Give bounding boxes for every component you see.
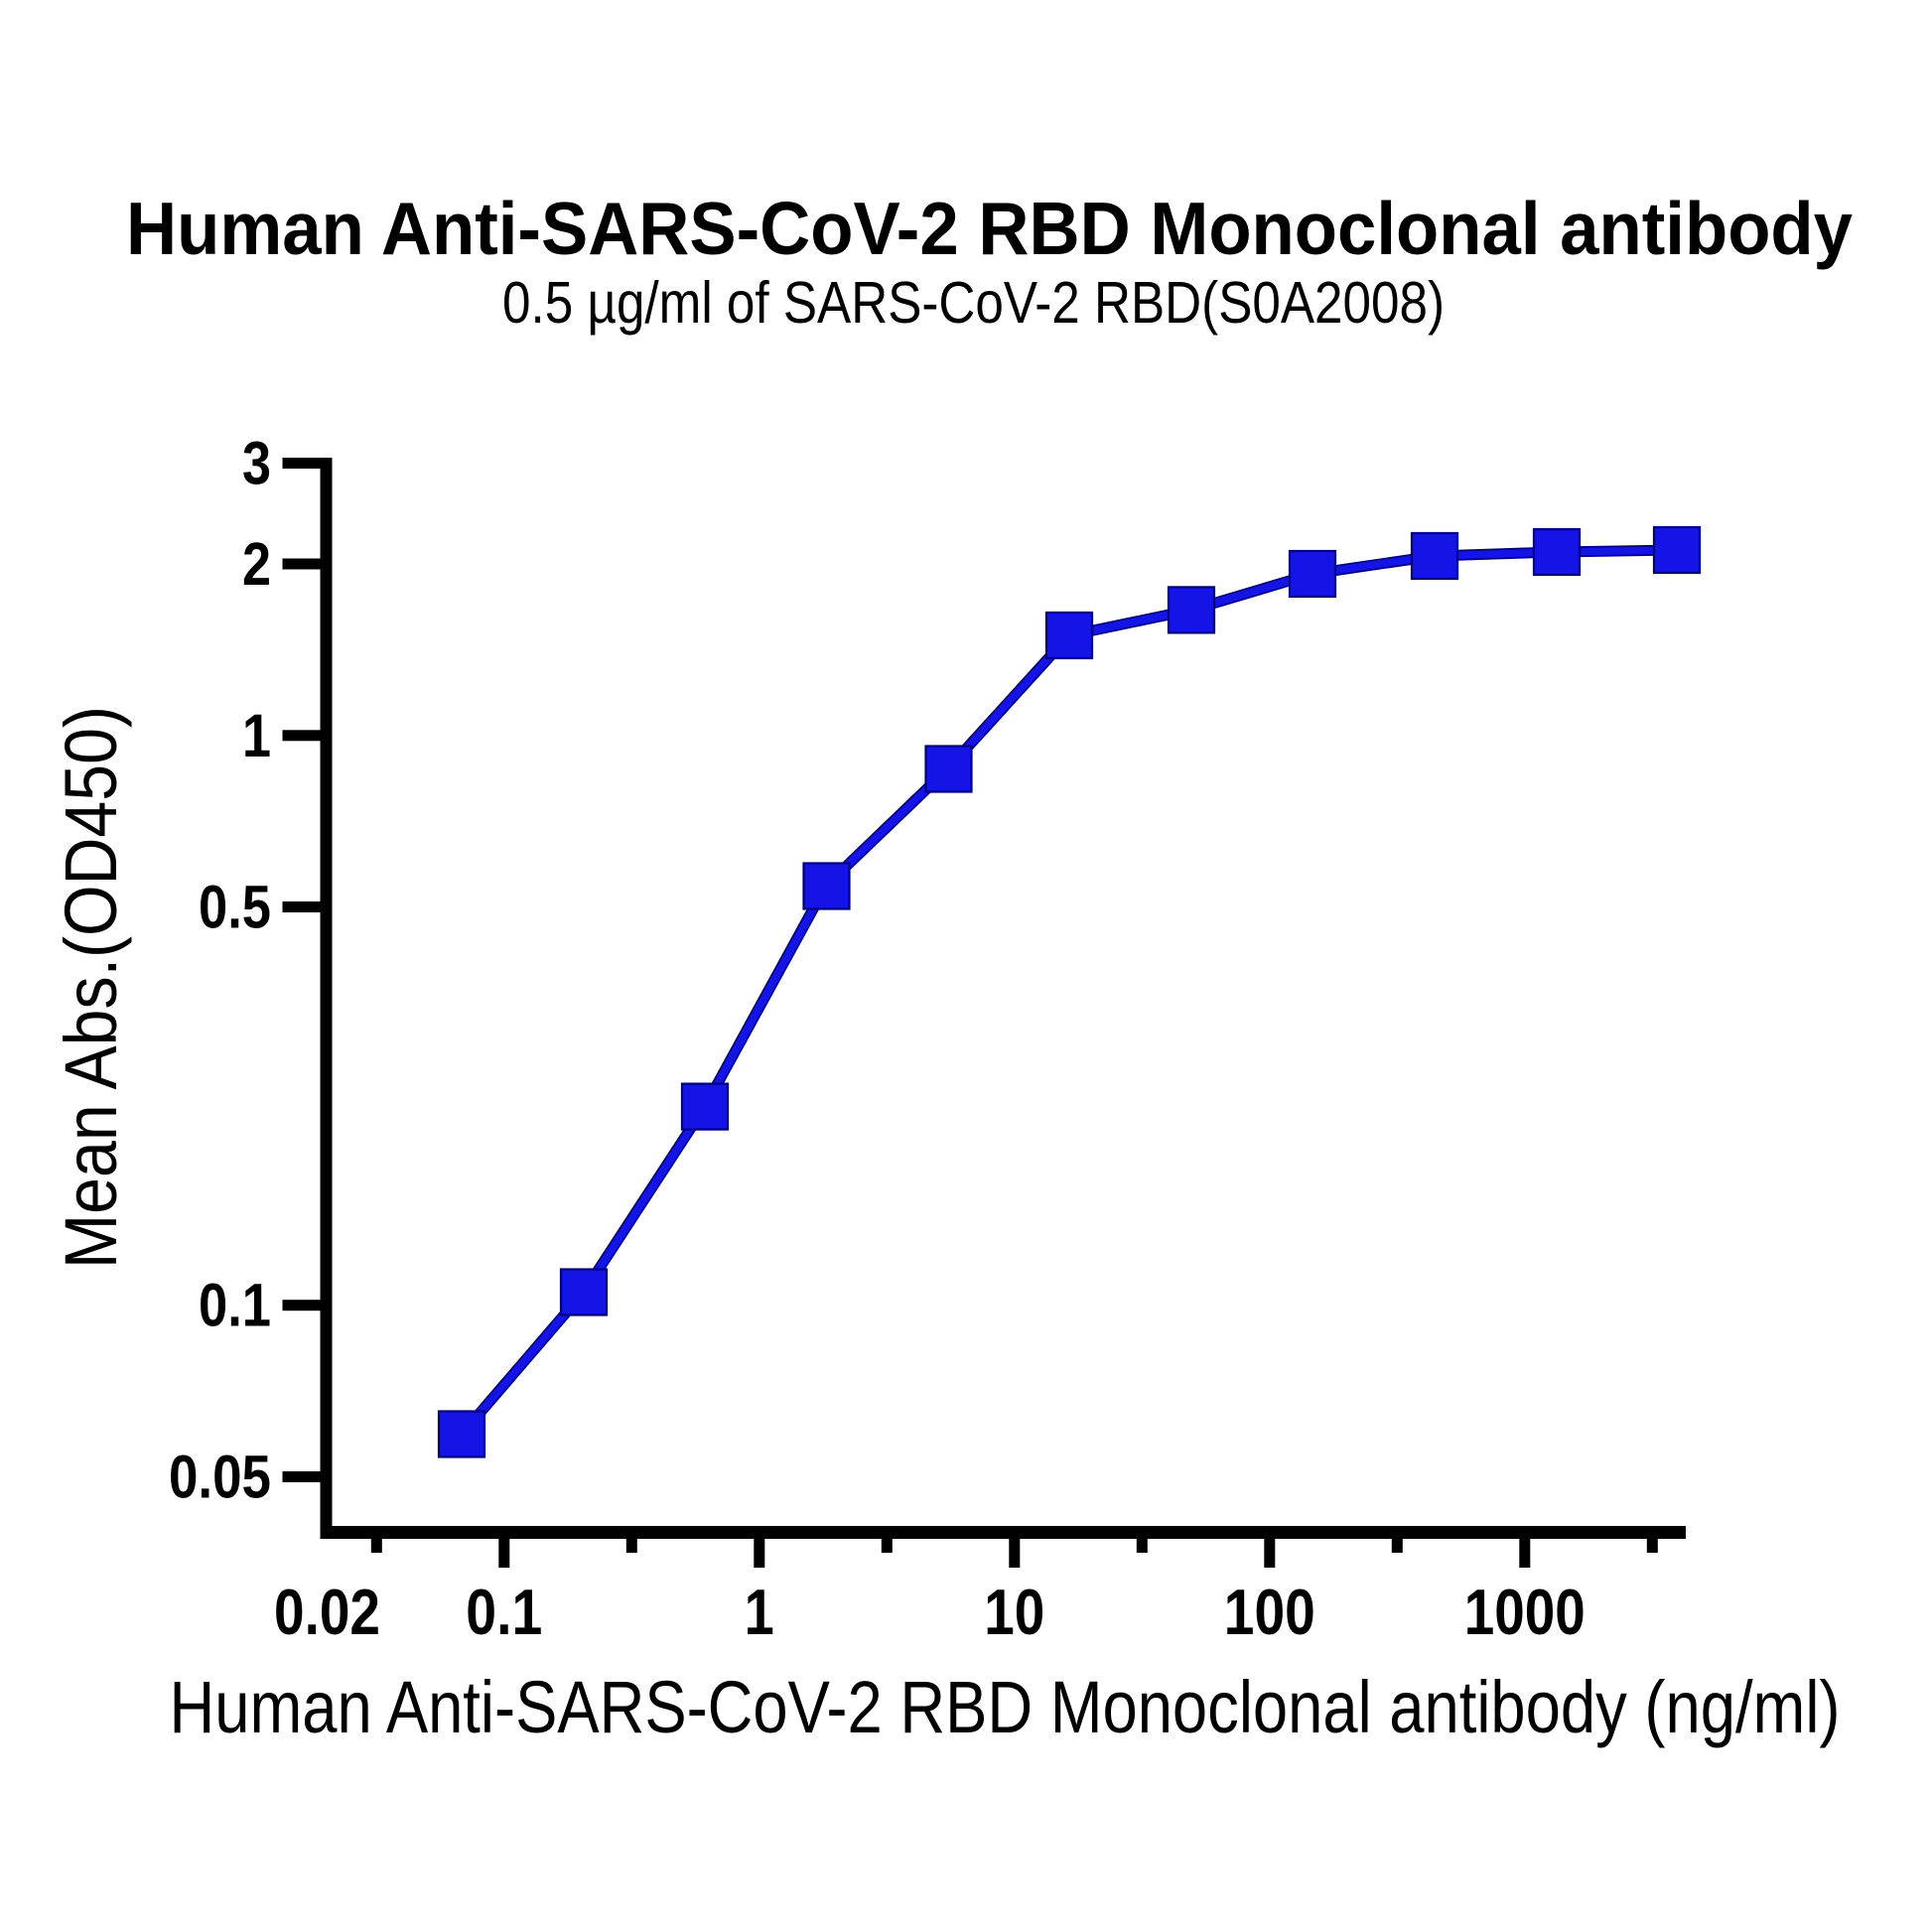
svg-text:0.5: 0.5 [199, 874, 271, 941]
svg-text:0.02: 0.02 [274, 1576, 380, 1648]
svg-text:1000: 1000 [1464, 1576, 1586, 1648]
svg-text:Mean Abs.(OD450): Mean Abs.(OD450) [50, 706, 132, 1269]
svg-text:Human Anti-SARS-CoV-2 RBD Mono: Human Anti-SARS-CoV-2 RBD Monoclonal ant… [170, 1666, 1841, 1748]
svg-text:Human Anti-SARS-CoV-2 RBD Mono: Human Anti-SARS-CoV-2 RBD Monoclonal ant… [126, 187, 1853, 270]
svg-text:0.5 µg/ml of SARS-CoV-2 RBD(S0: 0.5 µg/ml of SARS-CoV-2 RBD(S0A2008) [502, 269, 1445, 336]
svg-text:0.1: 0.1 [466, 1576, 542, 1648]
svg-text:0.1: 0.1 [199, 1272, 271, 1339]
svg-text:10: 10 [984, 1576, 1044, 1648]
svg-text:0.05: 0.05 [169, 1444, 271, 1511]
svg-text:1: 1 [745, 1576, 774, 1648]
svg-text:2: 2 [242, 530, 271, 598]
svg-text:1: 1 [242, 702, 271, 769]
svg-text:100: 100 [1224, 1576, 1315, 1648]
svg-text:3: 3 [242, 430, 271, 497]
